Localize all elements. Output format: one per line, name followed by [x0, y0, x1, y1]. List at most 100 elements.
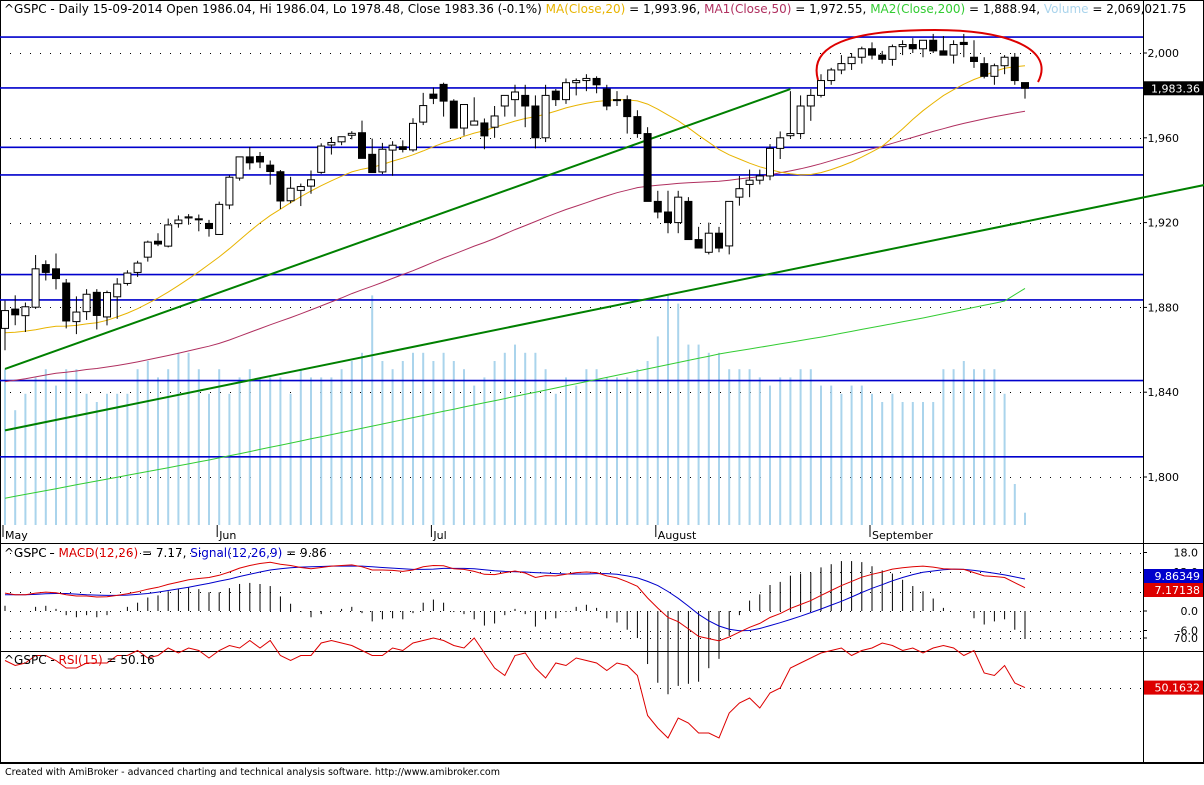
candle-down — [358, 132, 366, 159]
volume-bar — [126, 393, 129, 525]
volume-bar — [687, 344, 690, 525]
legend-value: = 1,993.96, — [625, 2, 704, 16]
macd-line — [4, 561, 1026, 642]
legend-value: = 1,972.55, — [791, 2, 870, 16]
month-label: May — [5, 529, 28, 542]
last-price-label: 1,983.36 — [1151, 82, 1200, 95]
candle-down — [92, 291, 101, 316]
ma50-line — [4, 110, 1026, 383]
volume-bar — [595, 369, 598, 525]
rsi-line — [4, 637, 1026, 739]
candle-down — [878, 54, 887, 60]
volume-bar — [65, 369, 68, 525]
volume-bar — [44, 369, 47, 525]
month-label: September — [872, 529, 933, 542]
candle-down — [643, 133, 652, 202]
candle-up — [572, 80, 581, 84]
last-price-box — [1144, 81, 1203, 96]
volume-bar — [238, 377, 241, 525]
volume-bar — [24, 393, 27, 525]
candle-up — [582, 77, 591, 82]
candle-down — [256, 155, 264, 163]
candle-down — [694, 239, 703, 249]
legend-name: MA1(Close,50) — [704, 2, 791, 16]
volume-bar — [340, 369, 343, 525]
volume-bar — [677, 303, 680, 525]
macd-value-box — [1144, 583, 1203, 597]
candle-up — [133, 262, 142, 273]
rsi-title-part: = 50.16 — [103, 653, 155, 667]
candle-down — [52, 268, 60, 280]
rsi-value-label: 50.1632 — [1155, 682, 1201, 695]
volume-bar — [911, 402, 914, 525]
candle-up — [827, 69, 836, 82]
volume-bar — [565, 377, 567, 525]
volume-bar — [544, 369, 547, 525]
candle-down — [480, 122, 489, 137]
candle-down — [908, 44, 917, 50]
candle-up — [990, 65, 999, 77]
candle-up — [786, 133, 795, 137]
candle-up — [470, 120, 479, 126]
volume-bar — [299, 369, 302, 525]
candle-up — [674, 196, 683, 224]
volume-bar — [371, 295, 374, 525]
volume-bar — [55, 385, 57, 525]
volume-bar — [789, 377, 792, 525]
volume-bar — [1024, 512, 1026, 525]
volume-bar — [146, 361, 149, 525]
volume-bar — [962, 361, 965, 525]
legend-name: Volume — [1044, 2, 1089, 16]
volume-bar — [422, 352, 425, 525]
candle-up — [898, 44, 907, 48]
candle-up — [511, 91, 519, 101]
candle-up — [82, 293, 91, 313]
candle-down — [653, 200, 662, 213]
volume-bar — [605, 377, 608, 525]
volume-bar — [473, 385, 476, 525]
volume-bar — [259, 377, 261, 525]
volume-bar — [503, 352, 506, 525]
candle-up — [327, 141, 336, 146]
price-tick-label: 1,920 — [1148, 217, 1180, 230]
macd-title-part: ^GSPC - — [4, 546, 59, 560]
legend-name: MA(Close,20) — [546, 2, 626, 16]
candle-up — [725, 200, 734, 247]
volume-bar — [106, 393, 108, 525]
volume-bar — [707, 352, 710, 525]
candle-up — [31, 268, 40, 308]
volume-bar — [483, 377, 486, 525]
rsi-title-part: ^GSPC - — [4, 653, 59, 667]
candle-down — [276, 171, 285, 202]
volume-bar — [922, 402, 924, 525]
candle-up — [235, 156, 244, 179]
volume-bar — [1003, 393, 1006, 525]
volume-bar — [279, 377, 282, 525]
volume-bar — [442, 352, 445, 525]
volume-bar — [85, 393, 88, 525]
candle-up — [378, 148, 387, 173]
volume-bar — [830, 385, 833, 525]
volume-bar — [187, 352, 190, 525]
volume-bar — [136, 369, 139, 525]
candle-up — [817, 80, 825, 96]
candle-down — [551, 90, 560, 101]
legend-value: = 1,888.94, — [965, 2, 1044, 16]
price-tick-label: 1,840 — [1148, 386, 1180, 399]
candle-down — [11, 308, 20, 316]
candle-down — [194, 218, 203, 221]
candle-up — [1, 310, 9, 329]
volume-bar — [177, 352, 180, 525]
legend-name: MA2(Close,200) — [870, 2, 965, 16]
volume-bar — [616, 377, 618, 525]
volume-bar — [850, 385, 853, 525]
volume-bar — [881, 402, 884, 525]
macd-value-label: 7.17138 — [1155, 584, 1201, 597]
candle-up — [143, 241, 152, 258]
candle-up — [1000, 56, 1009, 67]
candle-up — [123, 272, 132, 284]
candle-down — [449, 100, 458, 129]
trend-line — [4, 88, 791, 370]
candle-down — [633, 116, 642, 135]
